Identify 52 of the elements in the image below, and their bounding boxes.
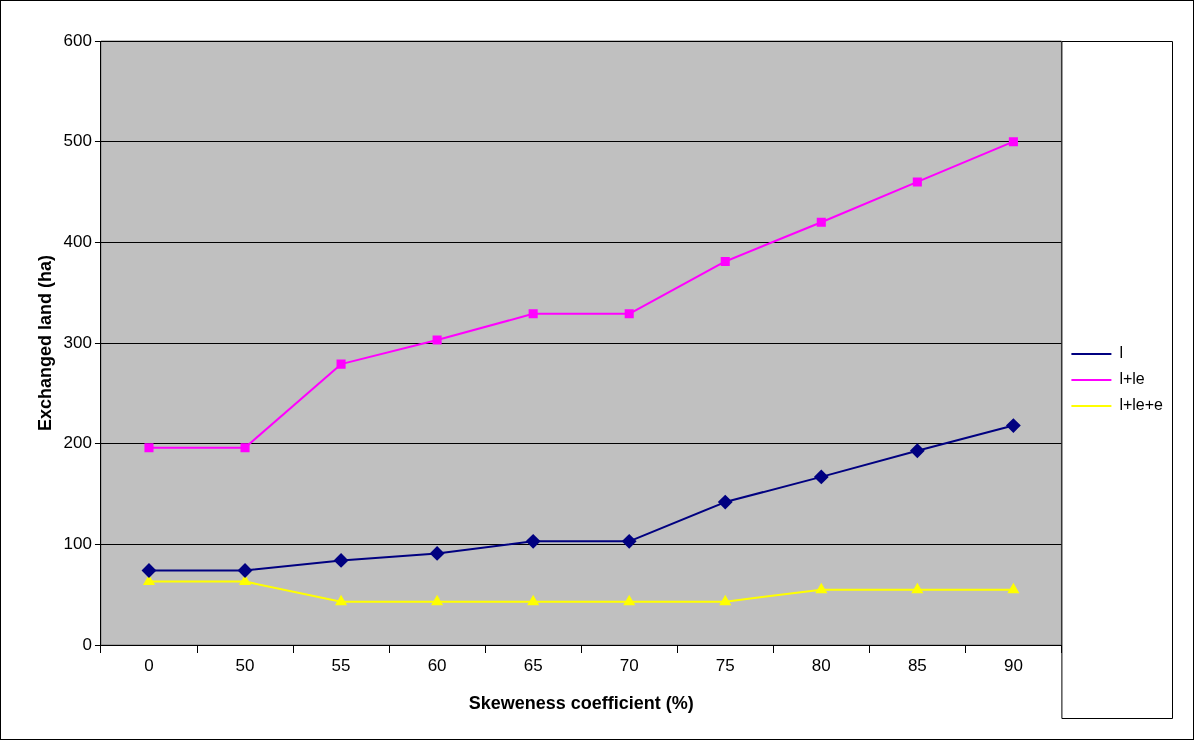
x-tick-label: 90 <box>1003 655 1023 675</box>
y-tick-label: 100 <box>63 534 92 554</box>
x-tick-label: 70 <box>619 655 639 675</box>
legend-label: l+le+e <box>1119 396 1164 414</box>
point <box>335 595 347 606</box>
x-axis-title: Skeweness coefficient (%) <box>468 693 694 714</box>
y-tick-label: 500 <box>63 131 92 151</box>
y-tick-label: 600 <box>63 30 92 50</box>
point <box>912 177 922 187</box>
point <box>336 359 346 369</box>
point <box>144 443 154 453</box>
point <box>239 575 251 586</box>
point <box>1008 583 1019 594</box>
point <box>624 309 634 319</box>
x-tick-label: 80 <box>811 655 831 675</box>
y-tick-label: 300 <box>63 332 92 352</box>
point <box>719 595 731 606</box>
point <box>526 534 541 549</box>
point <box>623 595 635 606</box>
x-tick-label: 65 <box>523 655 543 675</box>
y-tick-label: 0 <box>82 634 92 654</box>
point <box>334 553 349 568</box>
x-tick-label: 50 <box>235 655 255 675</box>
x-tick-label: 75 <box>715 655 735 675</box>
y-tick-label: 200 <box>63 433 92 453</box>
point <box>430 546 445 561</box>
point <box>240 443 250 453</box>
point <box>141 563 156 578</box>
point <box>720 256 730 266</box>
point <box>432 335 442 345</box>
point <box>528 309 538 319</box>
point <box>1008 137 1018 147</box>
point <box>238 563 253 578</box>
point <box>912 583 923 594</box>
y-tick-label: 400 <box>63 232 92 252</box>
point <box>816 217 826 227</box>
point <box>1006 418 1021 433</box>
point <box>527 595 539 606</box>
point <box>143 575 155 586</box>
point <box>622 534 637 549</box>
x-tick-label: 55 <box>331 655 351 675</box>
legend-label: l <box>1119 344 1123 362</box>
x-tick-label: 85 <box>907 655 927 675</box>
point <box>815 583 827 594</box>
x-tick-label: 60 <box>427 655 447 675</box>
legend-label: l+le <box>1119 370 1145 388</box>
point <box>718 495 733 510</box>
point <box>431 595 443 606</box>
point <box>814 469 829 484</box>
point <box>910 443 925 458</box>
y-axis-title: Exchanged land (ha) <box>34 254 55 432</box>
x-tick-label: 0 <box>144 655 154 675</box>
